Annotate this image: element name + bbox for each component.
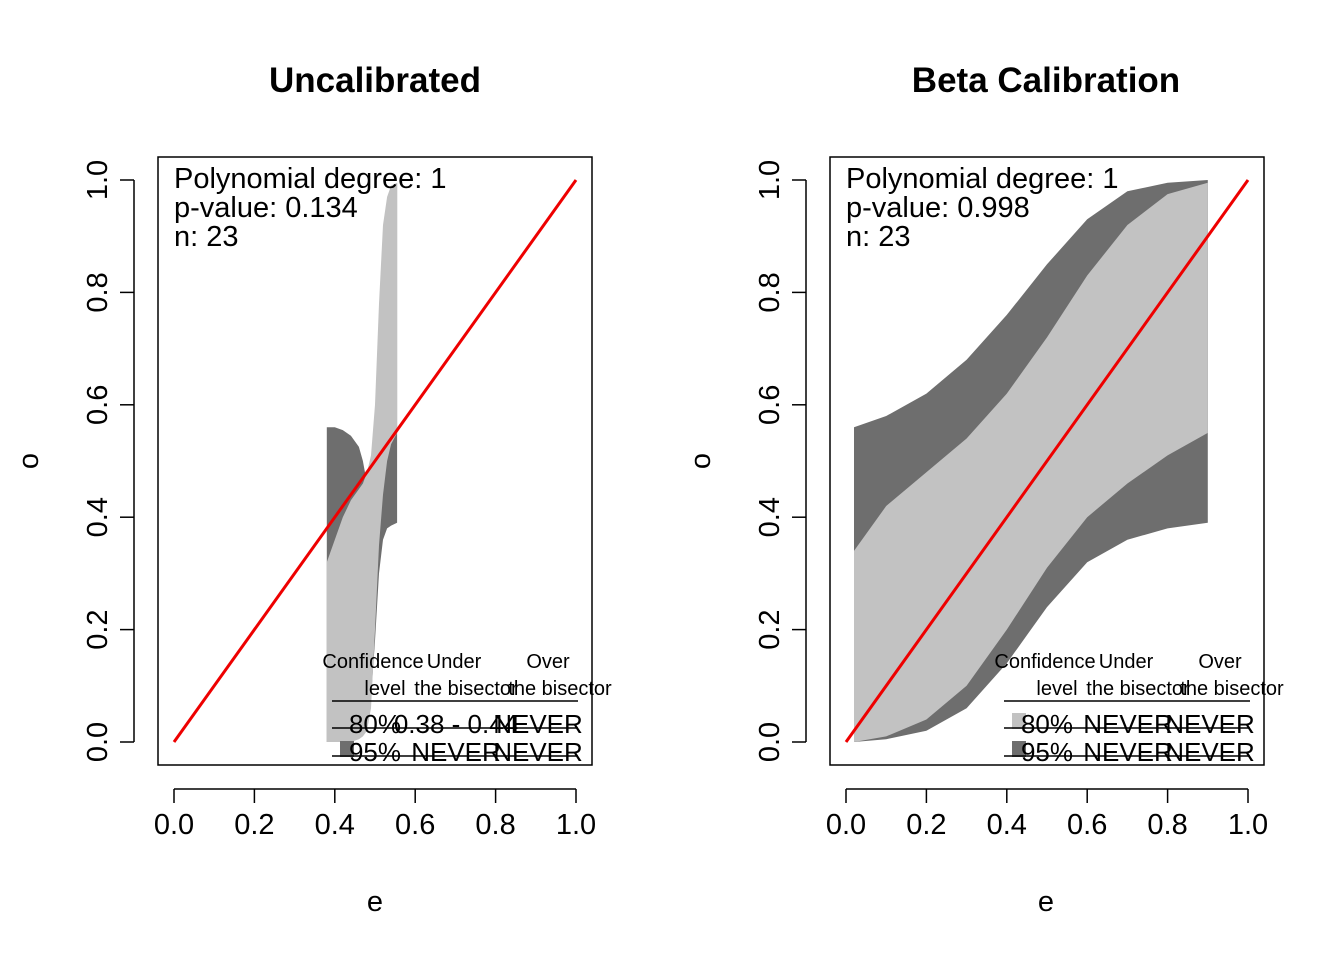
legend-header: the bisector	[414, 678, 518, 700]
x-tick-label: 0.0	[826, 809, 866, 841]
legend-header: Confidence	[994, 651, 1095, 673]
legend-table: Confidence level Under the bisector Over the …	[994, 651, 1284, 767]
legend-over: NEVER	[1165, 709, 1255, 739]
y-axis: 0.0 0.2 0.4 0.6 0.8 1.0 o	[685, 160, 807, 762]
x-tick-label: 0.0	[154, 809, 194, 841]
annotation-line: p-value: 0.998	[846, 192, 1030, 224]
legend-header: the bisector	[508, 678, 612, 700]
legend-under: 0.38 - 0.44	[394, 709, 518, 739]
legend-header: Over	[1198, 651, 1242, 673]
legend-swatch	[1012, 741, 1026, 757]
x-tick-label: 0.2	[906, 809, 946, 841]
annotation-line: n: 23	[174, 221, 239, 253]
y-tick-label: 1.0	[754, 160, 786, 200]
legend-over: NEVER	[1165, 737, 1255, 767]
legend-level: 95%	[349, 737, 401, 767]
x-tick-label: 0.4	[987, 809, 1027, 841]
legend-table: Confidence level Under the bisector Over the …	[322, 651, 612, 767]
bisector-line	[844, 179, 1250, 743]
x-tick-label: 1.0	[556, 809, 596, 841]
legend-under: NEVER	[1083, 709, 1173, 739]
legend-header: Confidence	[322, 651, 423, 673]
annotation-line: Polynomial degree: 1	[846, 163, 1118, 195]
y-tick-label: 0.6	[754, 385, 786, 425]
legend-swatch	[1012, 713, 1026, 729]
y-tick-label: 0.8	[754, 272, 786, 312]
legend-level: 80%	[1021, 709, 1073, 739]
legend-header: the bisector	[1180, 678, 1284, 700]
y-tick-label: 0.6	[82, 385, 114, 425]
chart-title: Beta Calibration	[912, 61, 1180, 100]
x-tick-label: 0.2	[234, 809, 274, 841]
plot-frame	[829, 156, 1265, 766]
annotation-line: n: 23	[846, 221, 911, 253]
legend-swatch	[340, 713, 354, 729]
y-tick-label: 0.2	[82, 609, 114, 649]
legend-over: NEVER	[493, 709, 583, 739]
x-axis-label: e	[367, 886, 383, 918]
x-tick-label: 1.0	[1228, 809, 1268, 841]
bisector-line	[172, 179, 578, 743]
annotation-line: p-value: 0.134	[174, 192, 358, 224]
x-axis-label: e	[1038, 886, 1054, 918]
x-tick-label: 0.6	[1067, 809, 1107, 841]
x-tick-label: 0.8	[475, 809, 515, 841]
legend-header: Under	[427, 651, 482, 673]
legend-under: NEVER	[411, 737, 501, 767]
panel-1: Uncalibrated 0.0 0.2 0.4 0.6 0.8 1.0 e 0.0 0.2 0.4…	[13, 61, 612, 918]
legend-under: NEVER	[1083, 737, 1173, 767]
x-tick-label: 0.6	[395, 809, 435, 841]
y-axis-label: o	[685, 453, 717, 469]
legend-header: level	[364, 678, 405, 700]
legend-swatch	[340, 741, 354, 757]
x-axis: 0.0 0.2 0.4 0.6 0.8 1.0 e	[826, 788, 1268, 918]
legend-level: 95%	[1021, 737, 1073, 767]
y-axis-label: o	[13, 453, 45, 469]
chart-title: Uncalibrated	[269, 61, 481, 100]
confidence-band-80	[854, 182, 1208, 743]
y-tick-label: 1.0	[82, 160, 114, 200]
y-tick-label: 0.0	[82, 722, 114, 762]
x-tick-label: 0.8	[1147, 809, 1187, 841]
legend-over: NEVER	[493, 737, 583, 767]
y-axis: 0.0 0.2 0.4 0.6 0.8 1.0 o	[13, 160, 135, 762]
legend-header: level	[1036, 678, 1077, 700]
y-tick-label: 0.4	[754, 497, 786, 537]
annotation-line: Polynomial degree: 1	[174, 163, 446, 195]
legend-level: 80%	[349, 709, 401, 739]
legend-header: Over	[526, 651, 570, 673]
x-axis: 0.0 0.2 0.4 0.6 0.8 1.0 e	[154, 788, 596, 918]
y-tick-label: 0.0	[754, 722, 786, 762]
x-tick-label: 0.4	[315, 809, 355, 841]
y-tick-label: 0.8	[82, 272, 114, 312]
legend-header: Under	[1099, 651, 1154, 673]
confidence-band-80	[326, 182, 398, 743]
plot-frame	[157, 156, 593, 766]
y-tick-label: 0.4	[82, 497, 114, 537]
legend-header: the bisector	[1086, 678, 1190, 700]
y-tick-label: 0.2	[754, 609, 786, 649]
